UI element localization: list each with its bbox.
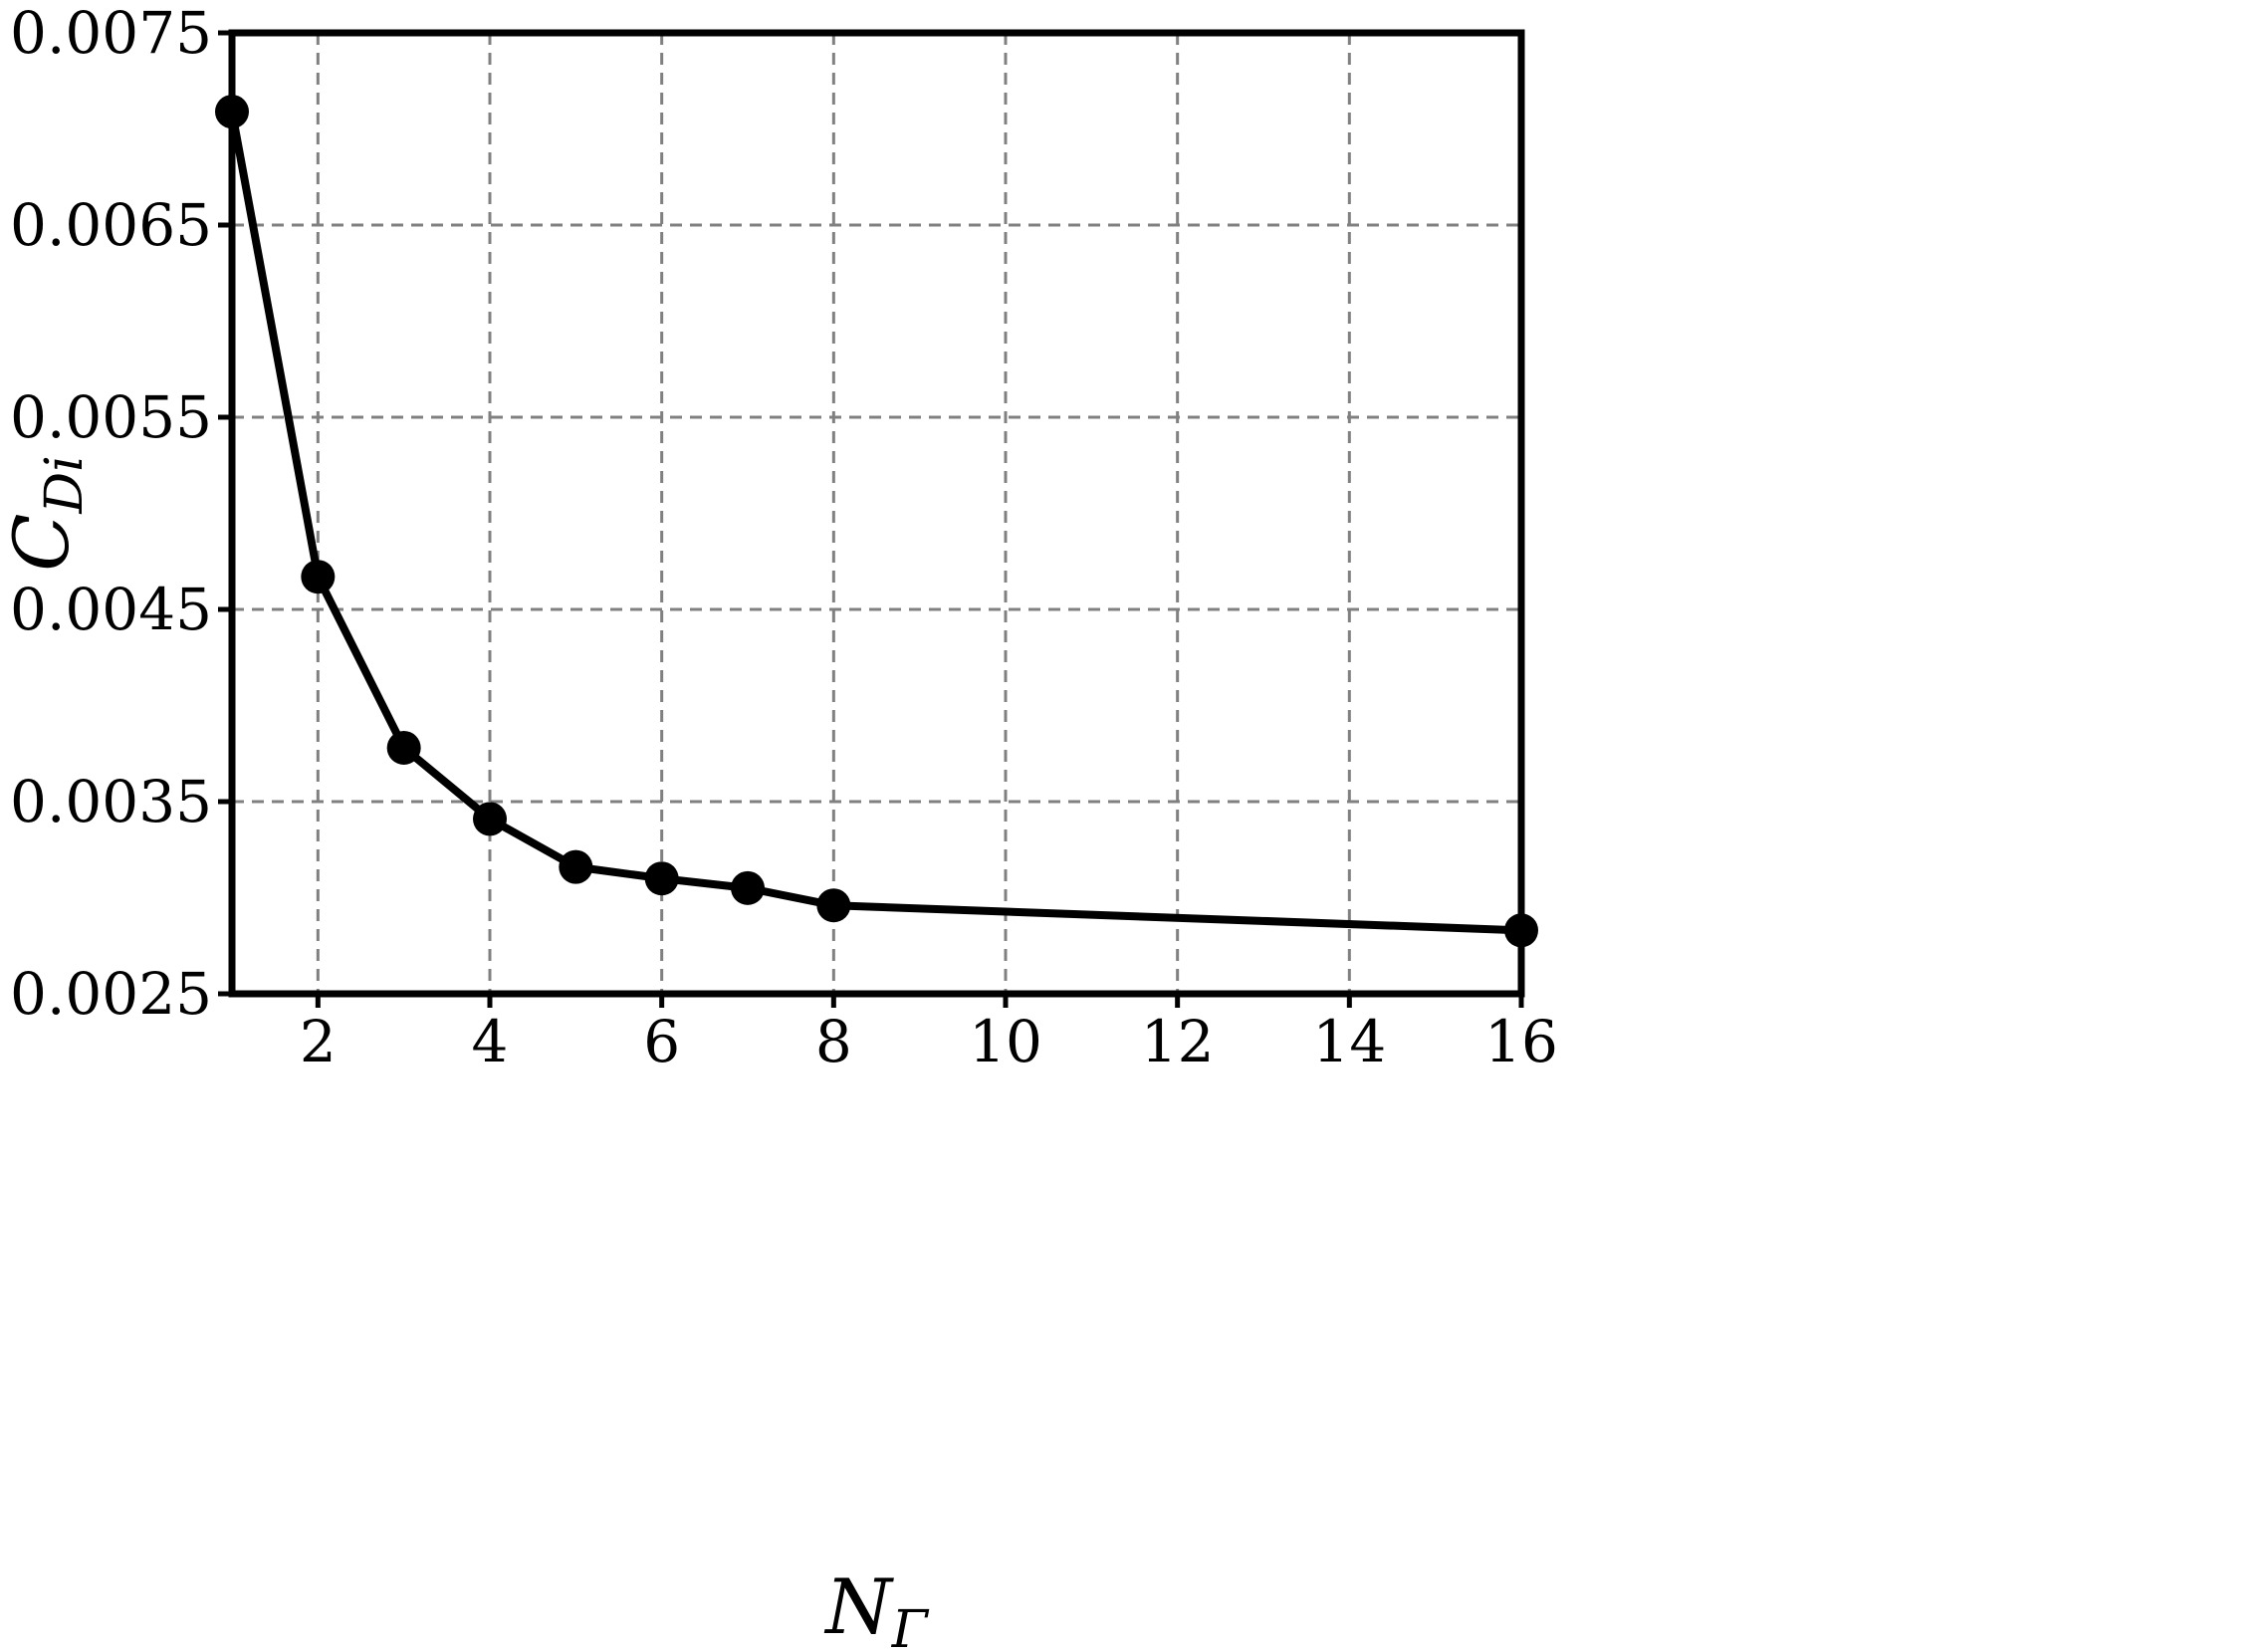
data-point bbox=[386, 730, 421, 765]
y-tick-label: 0.0065 bbox=[10, 191, 212, 259]
data-point bbox=[816, 888, 851, 923]
data-point bbox=[644, 861, 679, 896]
y-tick-label: 0.0075 bbox=[10, 0, 212, 67]
y-axis-label-sub: Di bbox=[35, 455, 95, 514]
x-tick-label: 8 bbox=[815, 1008, 852, 1075]
x-tick-label: 16 bbox=[1484, 1008, 1558, 1075]
x-axis-ticks: 2 4 6 8 10 12 14 16 bbox=[300, 994, 1558, 1075]
grid-lines bbox=[232, 33, 1521, 994]
x-tick-label: 6 bbox=[643, 1008, 680, 1075]
data-point bbox=[559, 849, 593, 884]
y-axis-label-main: C bbox=[0, 514, 86, 572]
x-tick-label: 10 bbox=[969, 1008, 1042, 1075]
x-tick-label: 14 bbox=[1312, 1008, 1386, 1075]
x-tick-label: 4 bbox=[472, 1008, 509, 1075]
plot-frame bbox=[228, 29, 1525, 998]
x-tick-label: 12 bbox=[1141, 1008, 1215, 1075]
y-tick-label: 0.0055 bbox=[10, 383, 212, 451]
y-tick-label: 0.0035 bbox=[10, 768, 212, 835]
data-point bbox=[731, 870, 765, 905]
series-line bbox=[228, 111, 1522, 935]
data-series bbox=[215, 95, 1538, 948]
data-point bbox=[301, 560, 336, 594]
y-axis-ticks: 0.0025 0.0035 0.0045 0.0055 0.0065 0.0075 bbox=[10, 0, 232, 1028]
x-axis-label-sub: Γ bbox=[891, 1600, 930, 1652]
data-point bbox=[473, 802, 507, 836]
y-tick-label: 0.0025 bbox=[10, 960, 212, 1028]
y-tick-label: 0.0045 bbox=[10, 576, 212, 643]
x-tick-label: 2 bbox=[300, 1008, 337, 1075]
x-axis-label-main: N bbox=[823, 1562, 894, 1651]
y-axis-label: CDi bbox=[0, 455, 95, 571]
x-axis-label: NΓ bbox=[823, 1562, 930, 1652]
